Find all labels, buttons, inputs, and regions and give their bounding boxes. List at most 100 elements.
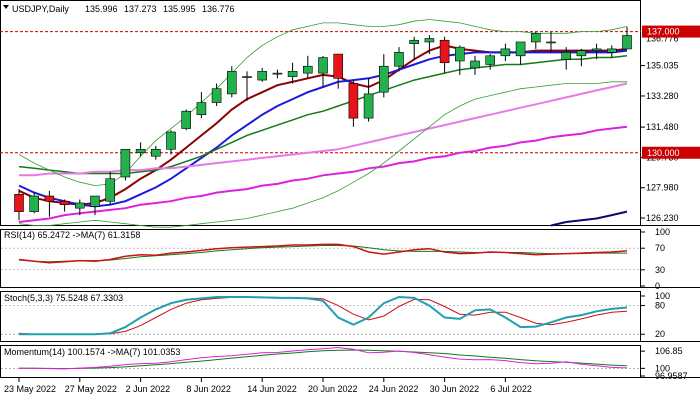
- ohlc-close: 136.776: [202, 4, 235, 14]
- candle: [439, 36, 450, 74]
- candle: [348, 80, 359, 127]
- candle-body: [606, 48, 617, 53]
- candle-body: [151, 148, 161, 157]
- candle-body: [394, 52, 404, 67]
- candle-body: [257, 71, 268, 81]
- candle-body: [363, 93, 374, 119]
- time-tick-label: 14 Jun 2022: [247, 384, 297, 394]
- time-tick-label: 6 Jul 2022: [490, 384, 532, 394]
- price-tick-label: 133.280: [646, 91, 679, 101]
- candlesticks: [14, 26, 632, 221]
- candle: [44, 190, 55, 217]
- candle-body: [378, 65, 389, 93]
- candle-body: [561, 52, 572, 60]
- candle: [485, 54, 496, 70]
- candle: [424, 35, 435, 55]
- tick-label: 80: [655, 301, 665, 311]
- candle: [470, 55, 480, 75]
- candle: [272, 69, 283, 79]
- candle-body: [333, 53, 344, 79]
- candle-body: [318, 57, 328, 74]
- candle-body: [302, 65, 313, 74]
- rsi-title: RSI(14) 65.2472 ->MA(7) 61.3158: [4, 230, 140, 240]
- candle-body: [591, 48, 602, 51]
- time-axis: 23 May 2022 27 May 2022 2 Jun 2022 8 Jun 20…: [4, 378, 532, 394]
- ohlc-low: 135.995: [163, 4, 196, 14]
- candle: [59, 199, 70, 212]
- candle: [530, 31, 541, 49]
- candle-body: [530, 33, 541, 43]
- candle: [135, 142, 146, 157]
- price-pane: [0, 0, 641, 226]
- ma-blue-line: [18, 49, 628, 208]
- candle: [151, 145, 161, 160]
- candle: [394, 47, 404, 72]
- candle: [409, 36, 420, 60]
- candle-body: [439, 39, 450, 64]
- tick-label: 0: [655, 281, 660, 291]
- tick-label: 106.85: [655, 346, 683, 356]
- candle: [622, 26, 632, 50]
- candle-body: [29, 195, 40, 212]
- candle: [302, 55, 313, 79]
- candle: [546, 31, 556, 53]
- stoch-signal-line: [18, 296, 628, 335]
- bollinger-lower-line: [18, 81, 627, 228]
- tick-label: 20: [655, 329, 665, 339]
- ma-navy-line: [550, 210, 628, 227]
- ma-pink-line: [19, 82, 628, 177]
- candle: [500, 43, 511, 62]
- price-tick-label: 135.035: [646, 61, 679, 71]
- candle-body: [622, 35, 632, 50]
- candle-body: [348, 83, 359, 119]
- candle: [105, 171, 115, 205]
- ohlc-high: 137.273: [124, 4, 157, 14]
- candle-body: [424, 38, 435, 43]
- candle: [318, 55, 328, 87]
- candle: [227, 66, 237, 98]
- candle-body: [515, 41, 526, 57]
- tick-label: 96.9587: [655, 371, 688, 381]
- candle-body: [409, 39, 420, 44]
- momentum-lines: [1, 346, 641, 370]
- candle-body: [166, 131, 176, 150]
- bollinger-upper-line: [18, 19, 628, 187]
- price-tick-label: 126.230: [646, 213, 679, 223]
- candle: [75, 199, 85, 216]
- price-tick-label: 127.980: [646, 183, 679, 193]
- level-price-label: 137.000: [647, 27, 680, 37]
- time-tick-label: 24 Jun 2022: [369, 384, 419, 394]
- price-levels: [0, 31, 641, 154]
- tick-label: 70: [655, 243, 665, 253]
- candle: [211, 83, 222, 107]
- level-price-label: 130.000: [647, 148, 680, 158]
- candle-body: [44, 195, 55, 202]
- time-tick-label: 20 Jun 2022: [308, 384, 358, 394]
- momentum-line: [18, 346, 628, 370]
- ma-green-line: [18, 55, 628, 175]
- candle-body: [120, 148, 131, 178]
- rsi-ma-line: [18, 245, 627, 263]
- time-tick-label: 8 Jun 2022: [186, 384, 231, 394]
- rsi-line: [18, 243, 628, 264]
- candle-body: [90, 195, 100, 207]
- tick-label: 100: [655, 291, 670, 301]
- candle-body: [500, 48, 511, 57]
- candle: [591, 43, 602, 60]
- time-tick-label: 23 May 2022: [4, 384, 56, 394]
- candle: [515, 41, 526, 65]
- price-info: USDJPY,Daily 135.996 137.273 135.995 136…: [3, 4, 235, 14]
- candle: [242, 71, 252, 101]
- candle-body: [470, 60, 480, 69]
- candle: [166, 130, 176, 155]
- momentum-title: Momentum(14) 100.1574 ->MA(7) 101.0353: [4, 347, 180, 357]
- candle: [561, 47, 572, 70]
- ohlc-open: 135.996: [85, 4, 118, 14]
- time-tick-label: 27 May 2022: [65, 384, 117, 394]
- candle: [196, 92, 207, 119]
- candle: [576, 48, 587, 67]
- candle-body: [454, 46, 465, 62]
